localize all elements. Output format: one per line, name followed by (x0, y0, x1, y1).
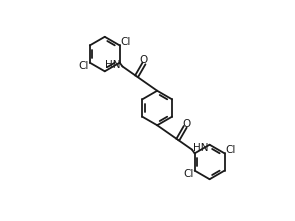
Text: O: O (140, 55, 148, 65)
Text: HN: HN (105, 60, 121, 70)
Text: HN: HN (193, 143, 209, 153)
Text: O: O (182, 119, 191, 129)
Text: Cl: Cl (79, 61, 89, 71)
Text: Cl: Cl (225, 145, 235, 155)
Text: Cl: Cl (184, 169, 194, 179)
Text: Cl: Cl (120, 37, 131, 47)
